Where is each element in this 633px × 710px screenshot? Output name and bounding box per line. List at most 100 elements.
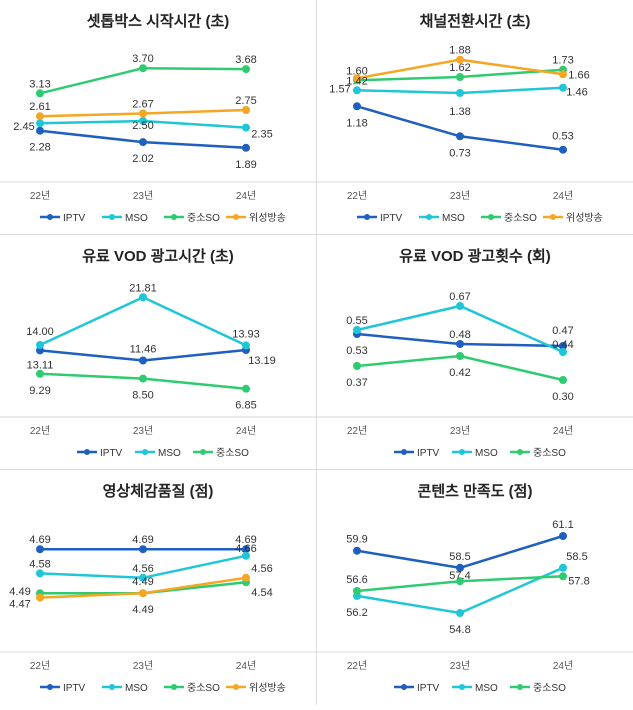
legend-marker — [459, 684, 465, 690]
data-label-iptv: 61.1 — [552, 519, 573, 531]
legend-item-satellite: 위성방송 — [226, 681, 286, 694]
chart-panel-channel-switch-time: 채널전환시간 (초) 22년 23년 24년 1.18 0.73 0.53 1.42 1.38 1… — [317, 0, 633, 235]
legend-label: MSO — [475, 448, 498, 459]
data-point-iptv — [139, 545, 147, 554]
data-point-small-so — [242, 65, 250, 74]
data-label-small-so: 3.68 — [235, 54, 256, 66]
data-point-iptv — [36, 126, 44, 135]
data-label-small-so: 3.70 — [132, 53, 153, 65]
legend-item-small-so: 중소SO — [481, 212, 537, 224]
data-label-small-so: 3.13 — [29, 78, 50, 90]
x-tick-label: 23년 — [133, 190, 153, 202]
data-point-iptv — [559, 532, 567, 540]
data-point-satellite — [139, 109, 147, 118]
data-point-small-so — [456, 73, 464, 81]
data-label-mso: 1.46 — [566, 87, 587, 99]
legend-label: 중소SO — [504, 212, 537, 224]
data-point-mso — [36, 119, 44, 128]
data-label-iptv: 0.73 — [449, 147, 470, 159]
legend-item-small-so: 중소SO — [193, 447, 249, 459]
data-point-satellite — [353, 74, 361, 83]
legend-marker — [109, 214, 115, 220]
data-point-satellite — [36, 112, 44, 121]
data-label-mso: 2.45 — [13, 121, 34, 133]
x-tick-label: 22년 — [30, 425, 50, 437]
data-point-iptv — [139, 356, 147, 365]
data-label-iptv: 4.69 — [132, 534, 153, 546]
legend-label: IPTV — [100, 448, 123, 459]
chart-svg: 콘텐츠 만족도 (점) 22년 23년 24년 59.9 58.5 61.1 56.2 54.8… — [317, 482, 633, 694]
data-point-iptv — [456, 132, 464, 141]
data-label-small-so: 57.4 — [449, 570, 470, 582]
data-point-mso — [242, 341, 250, 350]
chart-panel-video-quality: 영상체감품질 (점) 22년 23년 24년 4.69 4.69 4.69 4.58 4.56 4… — [0, 470, 316, 705]
legend-marker — [47, 214, 53, 220]
legend-marker — [200, 449, 206, 455]
panel-divider-horizontal — [0, 234, 633, 235]
chart-svg: 유료 VOD 광고횟수 (회) 22년 23년 24년 0.53 0.48 0.47 0.55… — [317, 247, 633, 459]
data-label-small-so: 9.29 — [29, 385, 50, 397]
data-label-iptv: 1.18 — [346, 117, 367, 129]
data-point-mso — [456, 609, 464, 617]
x-tick-label: 24년 — [236, 660, 256, 672]
data-label-mso: 2.35 — [251, 129, 272, 141]
x-tick-label: 24년 — [553, 425, 573, 437]
legend-label: IPTV — [380, 213, 403, 224]
x-tick-label: 24년 — [553, 660, 573, 672]
legend-label: 중소SO — [187, 682, 220, 694]
legend-item-mso: MSO — [419, 213, 465, 224]
data-label-iptv: 11.46 — [130, 344, 157, 356]
data-label-iptv: 0.47 — [552, 325, 573, 337]
data-label-iptv: 58.5 — [449, 551, 470, 563]
legend-item-iptv: IPTV — [357, 213, 403, 224]
legend-marker — [142, 449, 148, 455]
data-point-satellite — [242, 106, 250, 114]
data-label-small-so: 0.30 — [552, 391, 573, 403]
data-point-small-so — [559, 572, 567, 581]
data-label-satellite: 1.88 — [449, 45, 470, 57]
x-tick-label: 23년 — [450, 190, 470, 202]
legend-item-iptv: IPTV — [394, 448, 440, 459]
legend-item-mso: MSO — [102, 683, 148, 694]
legend-marker — [401, 684, 407, 690]
data-label-small-so: 57.8 — [568, 575, 589, 587]
data-label-mso: 1.42 — [346, 75, 367, 87]
data-label-mso: 4.56 — [132, 563, 153, 575]
legend-label: 중소SO — [187, 212, 220, 224]
chart-svg: 유료 VOD 광고시간 (초) 22년 23년 24년 13.11 11.46 13.19 1… — [0, 247, 316, 459]
legend-marker — [171, 684, 177, 690]
data-label-small-so: 1.57 — [329, 83, 350, 95]
data-point-mso — [456, 302, 464, 310]
panel-divider-horizontal — [0, 469, 633, 470]
data-label-mso: 1.38 — [449, 106, 470, 118]
x-tick-label: 23년 — [450, 425, 470, 437]
series-line-mso — [39, 295, 247, 347]
legend-item-iptv: IPTV — [40, 683, 86, 694]
data-label-mso: 0.44 — [552, 339, 573, 351]
legend-marker — [550, 214, 556, 220]
data-label-mso: 0.67 — [449, 291, 470, 303]
data-point-small-so — [353, 362, 361, 370]
data-label-small-so: 4.49 — [9, 586, 30, 598]
data-label-iptv: 4.69 — [235, 534, 256, 546]
data-point-mso — [456, 89, 464, 97]
data-label-satellite: 2.61 — [29, 101, 50, 113]
chart-title: 콘텐츠 만족도 (점) — [418, 482, 533, 500]
legend-item-iptv: IPTV — [40, 213, 86, 224]
legend-marker — [426, 214, 432, 220]
data-point-small-so — [559, 376, 567, 384]
legend-label: 중소SO — [533, 682, 566, 694]
panel-divider-vertical — [316, 0, 317, 705]
data-label-iptv: 4.69 — [29, 534, 50, 546]
data-label-satellite: 4.56 — [251, 563, 272, 575]
data-point-small-so — [139, 64, 147, 73]
data-label-mso: 13.93 — [232, 328, 260, 340]
legend-label: IPTV — [417, 683, 440, 694]
legend-marker — [459, 449, 465, 455]
legend-label: MSO — [158, 448, 181, 459]
legend-marker — [233, 684, 239, 690]
x-tick-label: 22년 — [347, 190, 367, 202]
data-label-iptv: 0.48 — [449, 329, 470, 341]
data-label-iptv: 13.19 — [248, 355, 276, 367]
data-point-mso — [559, 348, 567, 356]
